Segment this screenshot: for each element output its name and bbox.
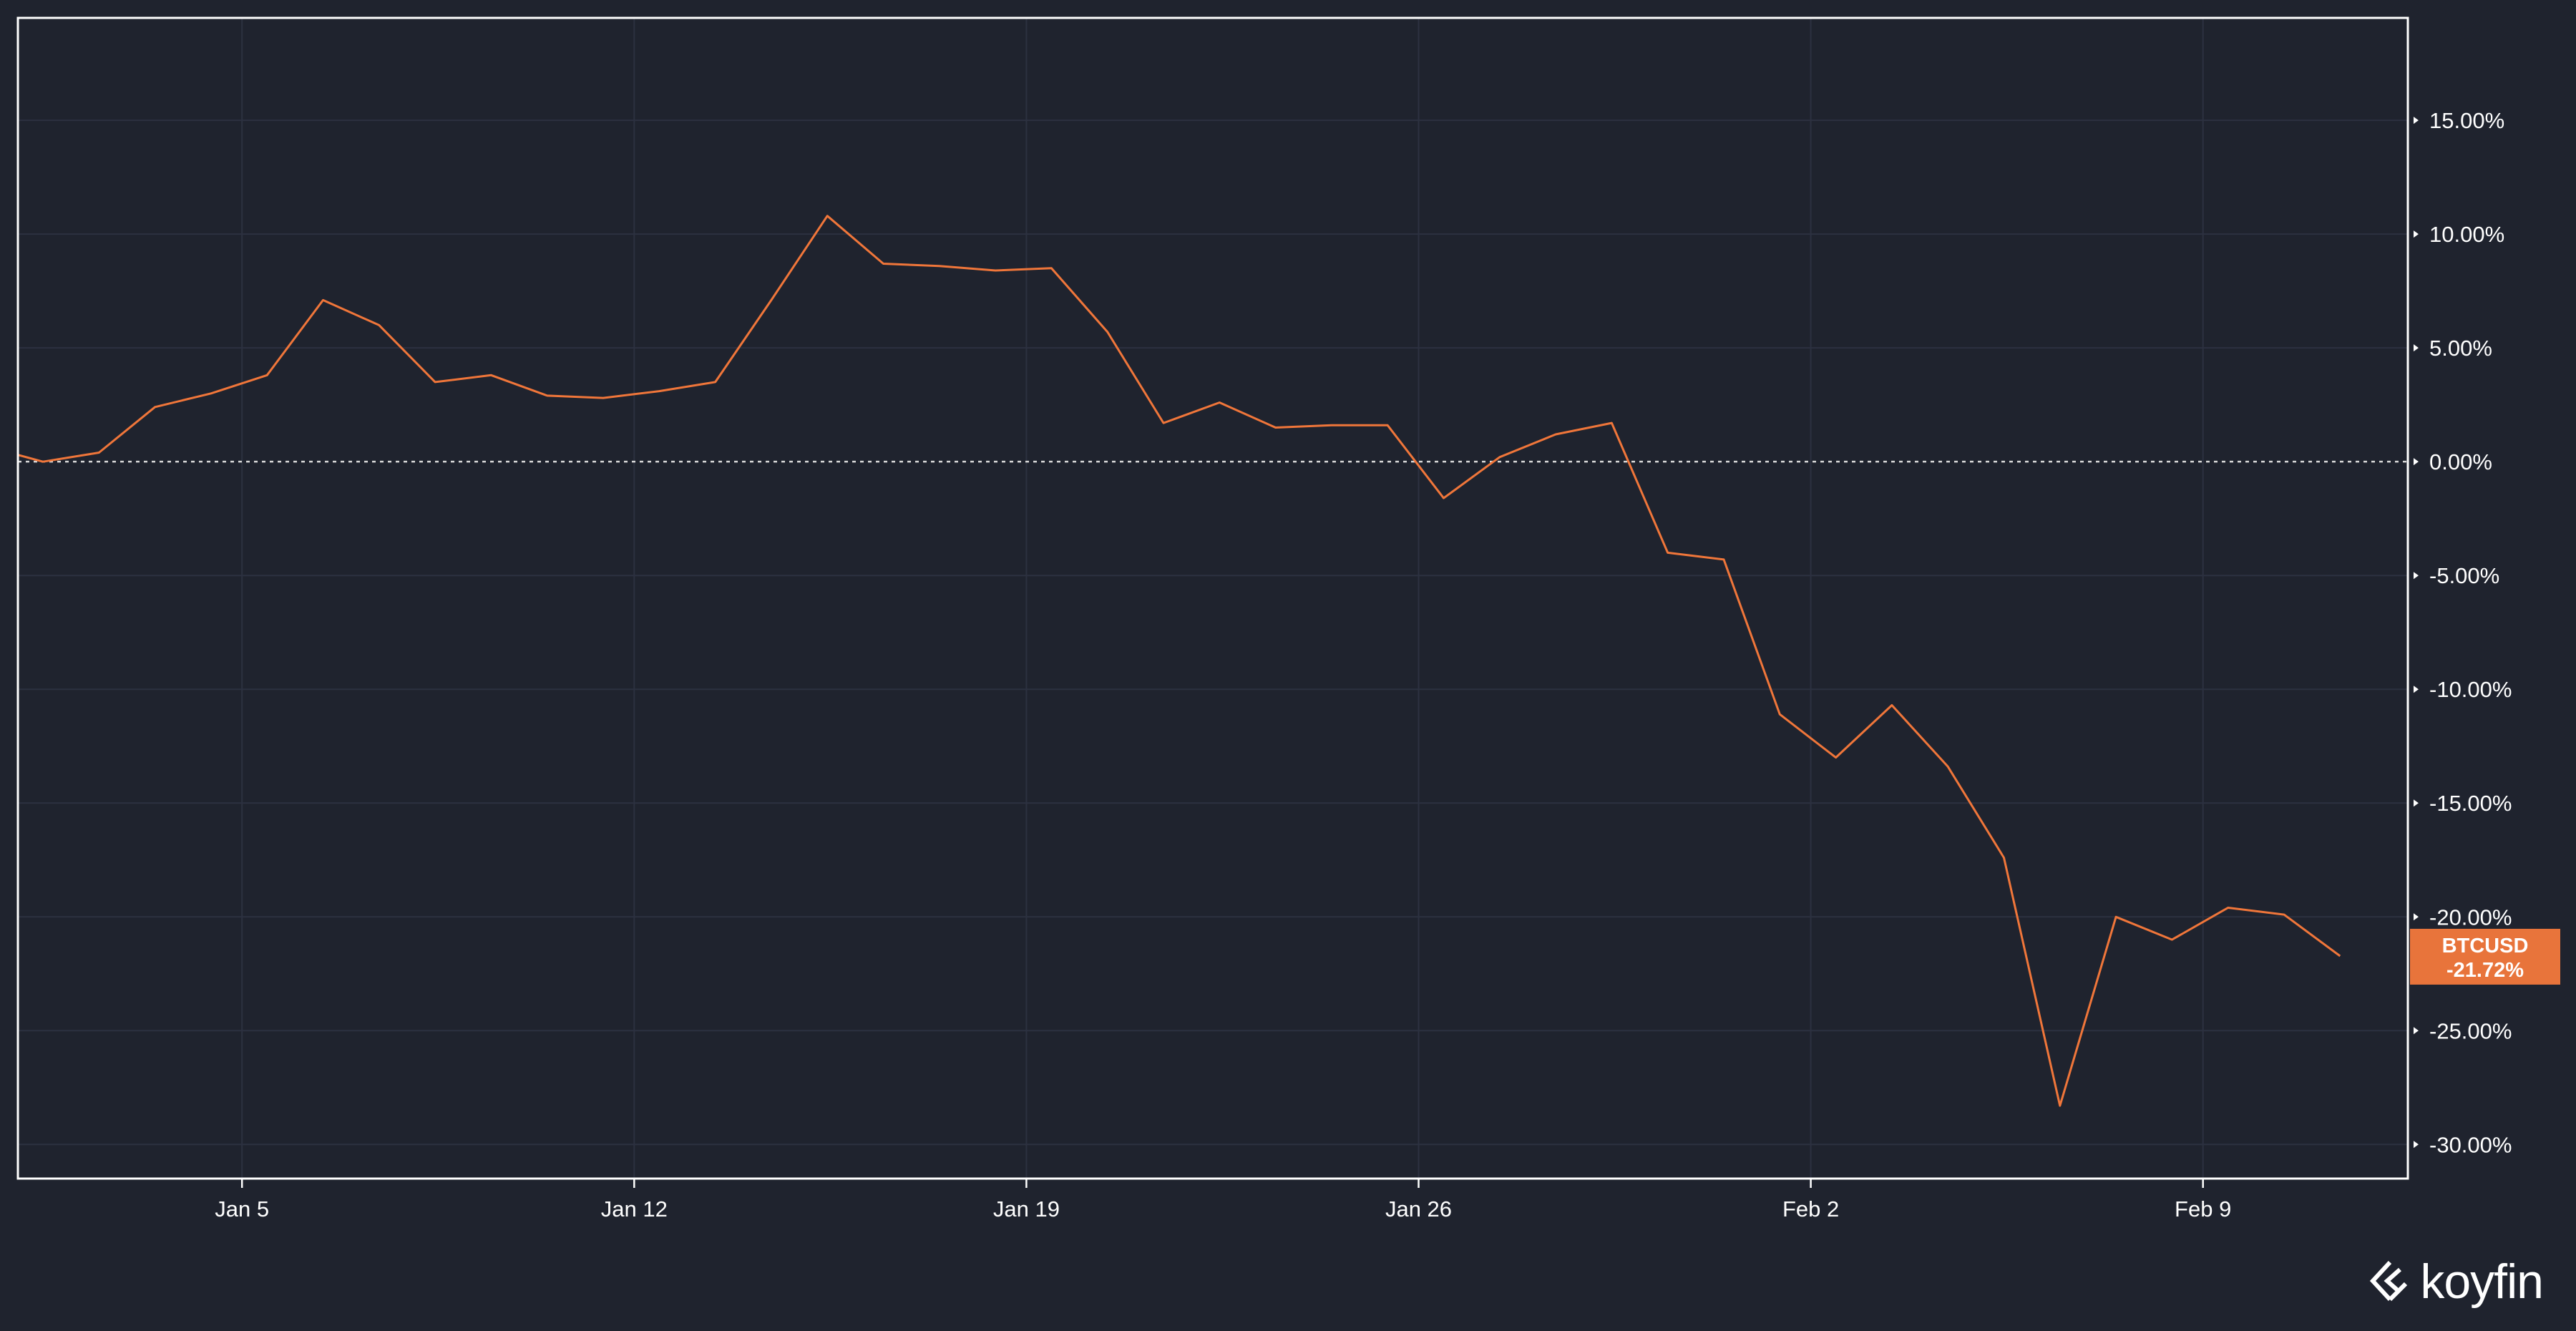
y-tick-label: -10.00% bbox=[2429, 677, 2512, 702]
y-tick-label: -30.00% bbox=[2429, 1132, 2512, 1157]
last-value-badge-label: BTCUSD bbox=[2442, 935, 2529, 957]
x-tick-label: Feb 2 bbox=[1782, 1196, 1839, 1222]
y-tick-mark bbox=[2414, 686, 2419, 693]
x-tick-label: Jan 5 bbox=[215, 1196, 269, 1222]
y-tick-mark bbox=[2414, 799, 2419, 807]
x-tick-label: Jan 12 bbox=[601, 1196, 668, 1222]
x-tick-label: Jan 19 bbox=[993, 1196, 1060, 1222]
series-line-btcusd bbox=[17, 215, 2341, 1107]
y-tick-label: 10.00% bbox=[2429, 222, 2504, 247]
y-tick-label: -5.00% bbox=[2429, 563, 2499, 588]
last-value-badge: BTCUSD -21.72% bbox=[2410, 928, 2560, 985]
y-tick-mark bbox=[2414, 344, 2419, 352]
plot-frame bbox=[16, 16, 2409, 1180]
y-tick-mark bbox=[2414, 1141, 2419, 1149]
y-tick-label: -20.00% bbox=[2429, 905, 2512, 930]
y-tick-mark bbox=[2414, 458, 2419, 466]
last-value-badge-bg bbox=[2410, 928, 2560, 985]
x-axis: Jan 5 Jan 12 Jan 19 Jan 26 Feb 2 Feb 9 bbox=[215, 1179, 2231, 1222]
x-tick-label: Jan 26 bbox=[1385, 1196, 1452, 1222]
koyfin-logo: koyfin bbox=[2368, 1254, 2544, 1310]
y-tick-label: -25.00% bbox=[2429, 1018, 2512, 1043]
y-tick-mark bbox=[2414, 230, 2419, 238]
y-tick-mark bbox=[2414, 913, 2419, 921]
y-tick-mark bbox=[2414, 117, 2419, 125]
y-tick-mark bbox=[2414, 572, 2419, 580]
y-tick-label: 15.00% bbox=[2429, 108, 2504, 133]
koyfin-logo-icon bbox=[2370, 1260, 2408, 1302]
y-tick-label: 5.00% bbox=[2429, 336, 2492, 361]
grid-lines bbox=[18, 18, 2408, 1179]
y-tick-label: -15.00% bbox=[2429, 791, 2512, 816]
y-axis: 15.00% 10.00% 5.00% 0.00% -5.00% -10.00% -15.0… bbox=[2414, 108, 2512, 1157]
last-value-badge-value: -21.72% bbox=[2446, 959, 2524, 982]
x-tick-label: Feb 9 bbox=[2175, 1196, 2231, 1222]
y-tick-mark bbox=[2414, 1027, 2419, 1035]
koyfin-logo-text: koyfin bbox=[2420, 1254, 2544, 1309]
y-tick-label: 0.00% bbox=[2429, 449, 2492, 474]
